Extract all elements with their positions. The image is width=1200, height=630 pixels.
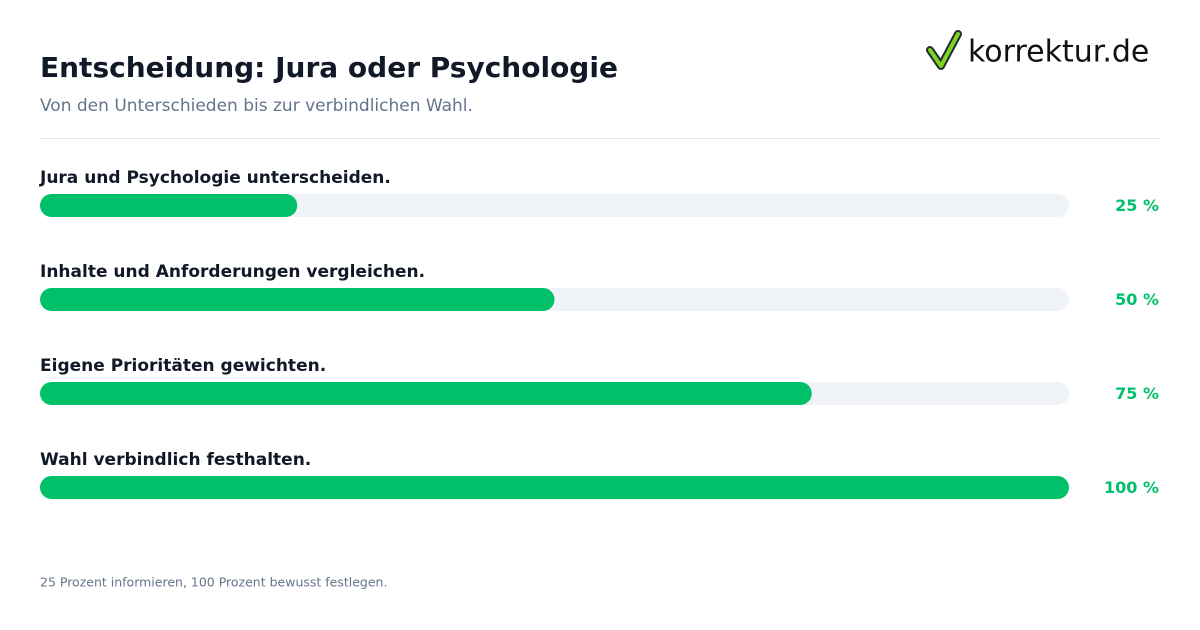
bar (40, 288, 555, 311)
subtitle: Von den Unterschieden bis zur verbindlic… (40, 96, 473, 116)
bar (40, 382, 812, 405)
value-label: 100 % (1104, 478, 1159, 497)
logo-check (928, 32, 960, 68)
bar (40, 194, 298, 217)
step-label: Inhalte und Anforderungen vergleichen. (40, 262, 425, 282)
step-label: Jura und Psychologie unterscheiden. (39, 168, 391, 188)
value-label: 25 % (1115, 196, 1159, 215)
bar (40, 476, 1069, 499)
footnote: 25 Prozent informieren, 100 Prozent bewu… (40, 575, 387, 590)
step-label: Eigene Prioritäten gewichten. (40, 356, 326, 376)
title: Entscheidung: Jura oder Psychologie (40, 51, 618, 84)
logo-text: korrektur.de (968, 35, 1149, 70)
bar-track (40, 194, 1069, 217)
value-label: 50 % (1115, 290, 1159, 309)
value-label: 75 % (1115, 384, 1159, 403)
step-label: Wahl verbindlich festhalten. (40, 450, 311, 470)
